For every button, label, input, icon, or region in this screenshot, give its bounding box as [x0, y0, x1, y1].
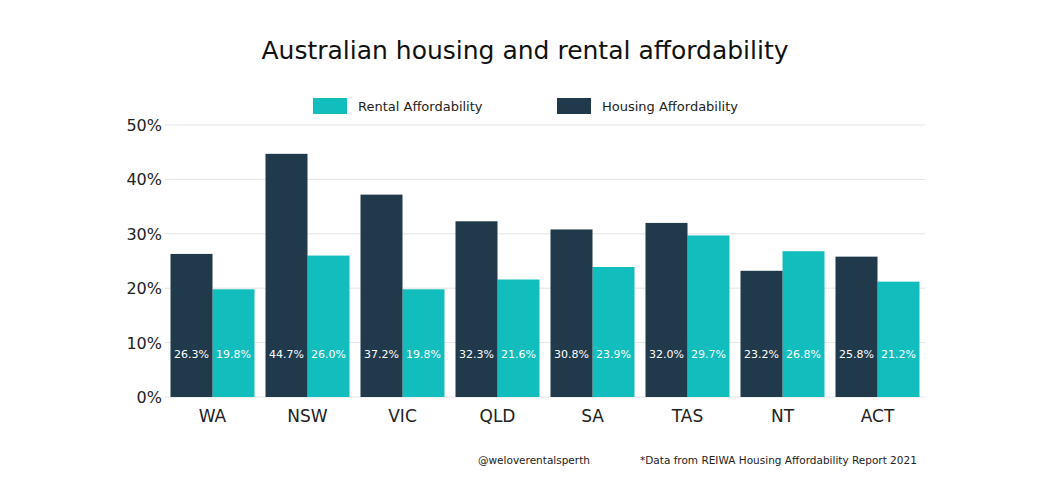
data-label: 25.8% — [839, 348, 874, 361]
bar — [836, 257, 878, 397]
legend-label: Housing Affordability — [602, 99, 738, 114]
legend-swatch — [313, 98, 347, 114]
data-label: 32.3% — [459, 348, 494, 361]
bar — [266, 154, 308, 397]
x-tick-label: NT — [771, 406, 795, 426]
data-labels: 19.8% 26.3% 26.0% 44.7% 19.8% 37.2% 21.6% 32.3%… — [174, 348, 916, 361]
bar — [593, 267, 635, 397]
y-tick-label: 20% — [126, 279, 162, 298]
data-label: 26.8% — [786, 348, 821, 361]
title: Australian housing and rental affordabil… — [261, 36, 788, 65]
legend-label: Rental Affordability — [358, 99, 483, 114]
chart: Australian housing and rental affordabil… — [0, 0, 1050, 500]
data-label: 19.8% — [216, 348, 251, 361]
grid-line — [165, 125, 925, 126]
data-label: 32.0% — [649, 348, 684, 361]
bar — [498, 279, 540, 397]
y-tick-label: 0% — [137, 388, 162, 407]
data-label: 37.2% — [364, 348, 399, 361]
x-tick-label: ACT — [861, 406, 895, 426]
data-label: 23.9% — [596, 348, 631, 361]
bar — [456, 221, 498, 397]
y-tick-label: 30% — [126, 225, 162, 244]
data-label: 21.2% — [881, 348, 916, 361]
annotation: *Data from REIWA Housing Affordability R… — [640, 454, 917, 466]
annotation: @weloverentalsperth — [478, 454, 590, 466]
data-label: 30.8% — [554, 348, 589, 361]
y-tick-label: 40% — [126, 170, 162, 189]
background — [0, 0, 1050, 500]
x-tick-label: SA — [581, 406, 604, 426]
data-label: 19.8% — [406, 348, 441, 361]
bar — [171, 254, 213, 397]
data-label: 23.2% — [744, 348, 779, 361]
x-tick-label: VIC — [388, 406, 417, 426]
bar — [741, 271, 783, 397]
legend-swatch — [557, 98, 591, 114]
y-tick-label: 10% — [126, 334, 162, 353]
bar — [361, 195, 403, 397]
y-tick-label: 50% — [126, 116, 162, 135]
bar — [688, 235, 730, 397]
data-label: 26.0% — [311, 348, 346, 361]
bar — [403, 289, 445, 397]
data-label: 44.7% — [269, 348, 304, 361]
bar — [783, 251, 825, 397]
data-label: 26.3% — [174, 348, 209, 361]
data-label: 29.7% — [691, 348, 726, 361]
x-tick-label: QLD — [480, 406, 516, 426]
data-label: 21.6% — [501, 348, 536, 361]
x-tick-label: WA — [199, 406, 227, 426]
bar — [308, 256, 350, 397]
bar — [551, 229, 593, 397]
x-tick-label: TAS — [671, 406, 704, 426]
x-tick-label: NSW — [287, 406, 328, 426]
bars — [171, 154, 920, 397]
bar — [646, 223, 688, 397]
bar — [213, 289, 255, 397]
bar — [878, 282, 920, 397]
